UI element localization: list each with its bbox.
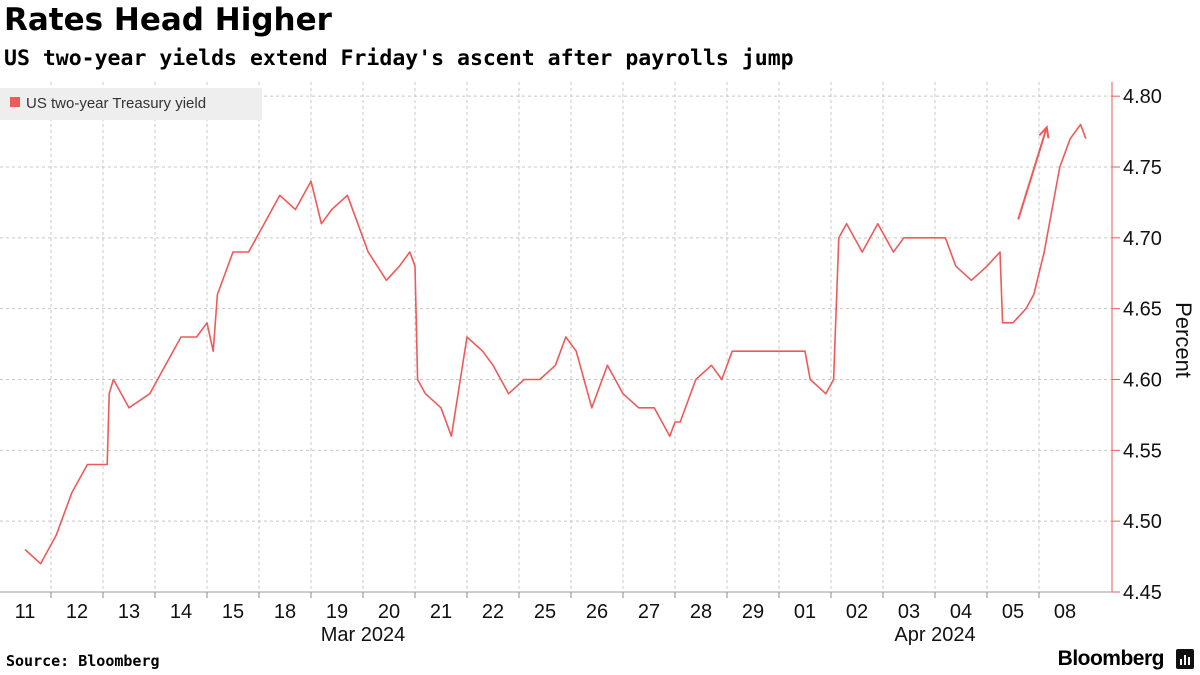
y-tick-label: 4.65	[1123, 299, 1162, 321]
series-line-us-two-year-yield	[24, 123, 1087, 565]
x-tick-label: 11	[15, 601, 36, 623]
x-tick-label: 26	[586, 601, 608, 623]
x-tick-label: 18	[274, 601, 296, 623]
chart-subtitle: US two-year yields extend Friday's ascen…	[4, 46, 794, 71]
y-tick-label: 4.75	[1123, 157, 1162, 179]
upward-arrow-head	[1038, 125, 1050, 139]
legend: US two-year Treasury yield	[0, 88, 262, 120]
x-tick-label: 15	[222, 601, 244, 623]
x-tick-label: 05	[1002, 601, 1024, 623]
annotation-layer	[1017, 125, 1050, 220]
y-tick-label: 4.60	[1123, 370, 1162, 392]
x-tick-label: 29	[742, 601, 764, 623]
y-tick-label: 4.50	[1123, 511, 1162, 533]
legend-label: US two-year Treasury yield	[26, 95, 206, 112]
series-layer	[24, 123, 1087, 565]
x-tick-label: 21	[430, 601, 452, 623]
month-label: Mar 2024	[321, 624, 406, 646]
x-tick-label: 13	[118, 601, 140, 623]
x-tick-label: 20	[378, 601, 400, 623]
upward-arrow-shaft	[1017, 127, 1048, 220]
legend-swatch	[10, 97, 20, 107]
y-tick-label: 4.80	[1123, 86, 1162, 108]
x-tick-label: 01	[794, 601, 816, 623]
x-tick-label: 08	[1054, 601, 1076, 623]
legend-background	[0, 88, 262, 120]
y-tick-label: 4.70	[1123, 228, 1162, 250]
y-tick-label: 4.55	[1123, 440, 1162, 462]
x-tick-label: 02	[846, 601, 868, 623]
x-tick-label: 14	[170, 601, 192, 623]
x-tick-label: 28	[690, 601, 712, 623]
y-tick-label: 4.45	[1123, 582, 1162, 604]
bloomberg-logo: Bloomberg	[1057, 647, 1165, 670]
x-tick-label: 27	[638, 601, 660, 623]
x-tick-label: 19	[326, 601, 348, 623]
axis-layer: 4.45 4.50 4.55 4.60 4.65 4.70 4.75 4.80 11 12 13 14…	[0, 82, 1162, 646]
source-note: Source: Bloomberg	[6, 652, 160, 670]
x-tick-label: 25	[534, 601, 556, 623]
y-axis-label: Percent	[1171, 302, 1196, 378]
chart-title: Rates Head Higher	[4, 2, 332, 38]
x-tick-label: 22	[482, 601, 504, 623]
month-label: Apr 2024	[894, 624, 975, 646]
bloomberg-chart-icon	[1176, 649, 1194, 669]
x-tick-label: 12	[66, 601, 88, 623]
grid-layer	[0, 82, 1112, 593]
x-tick-label: 03	[898, 601, 920, 623]
x-tick-label: 04	[950, 601, 972, 623]
